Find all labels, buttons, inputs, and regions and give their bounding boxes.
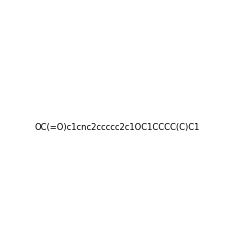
Text: OC(=O)c1cnc2ccccc2c1OC1CCCC(C)C1: OC(=O)c1cnc2ccccc2c1OC1CCCC(C)C1 (35, 123, 200, 132)
